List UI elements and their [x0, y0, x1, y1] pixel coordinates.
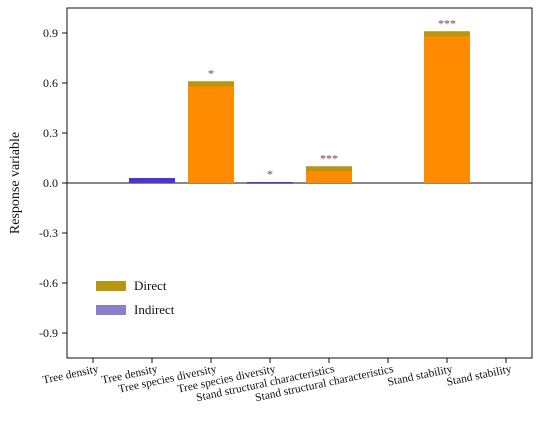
y-axis-title: Response variable	[8, 132, 23, 234]
x-category-label: Stand stability	[386, 363, 453, 389]
legend-swatch	[96, 305, 126, 315]
x-category-label: Stand stability	[445, 363, 512, 389]
significance-label: *	[208, 66, 214, 80]
y-tick-label: -0.9	[39, 326, 58, 340]
legend-label: Indirect	[134, 302, 175, 317]
bar-cap	[424, 31, 470, 37]
bar	[247, 182, 293, 184]
x-category-label: Tree density	[42, 363, 100, 387]
bar	[129, 178, 175, 183]
significance-label: *	[267, 167, 273, 181]
y-tick-label: 0.9	[43, 26, 58, 40]
bar	[424, 31, 470, 184]
y-tick-label: 0.0	[43, 176, 58, 190]
legend-label: Direct	[134, 278, 167, 293]
legend-swatch	[96, 281, 126, 291]
legend: Direct Indirect	[96, 278, 175, 317]
bar-cap	[188, 81, 234, 87]
y-tick-label: 0.6	[43, 76, 58, 90]
y-tick-label: -0.6	[39, 276, 58, 290]
bar-cap	[306, 166, 352, 172]
y-tick-label: 0.3	[43, 126, 58, 140]
y-tick-label: -0.3	[39, 226, 58, 240]
significance-label: ***	[438, 16, 456, 30]
significance-label: ***	[320, 151, 338, 165]
bar	[188, 81, 234, 183]
bars: ********	[129, 16, 470, 184]
